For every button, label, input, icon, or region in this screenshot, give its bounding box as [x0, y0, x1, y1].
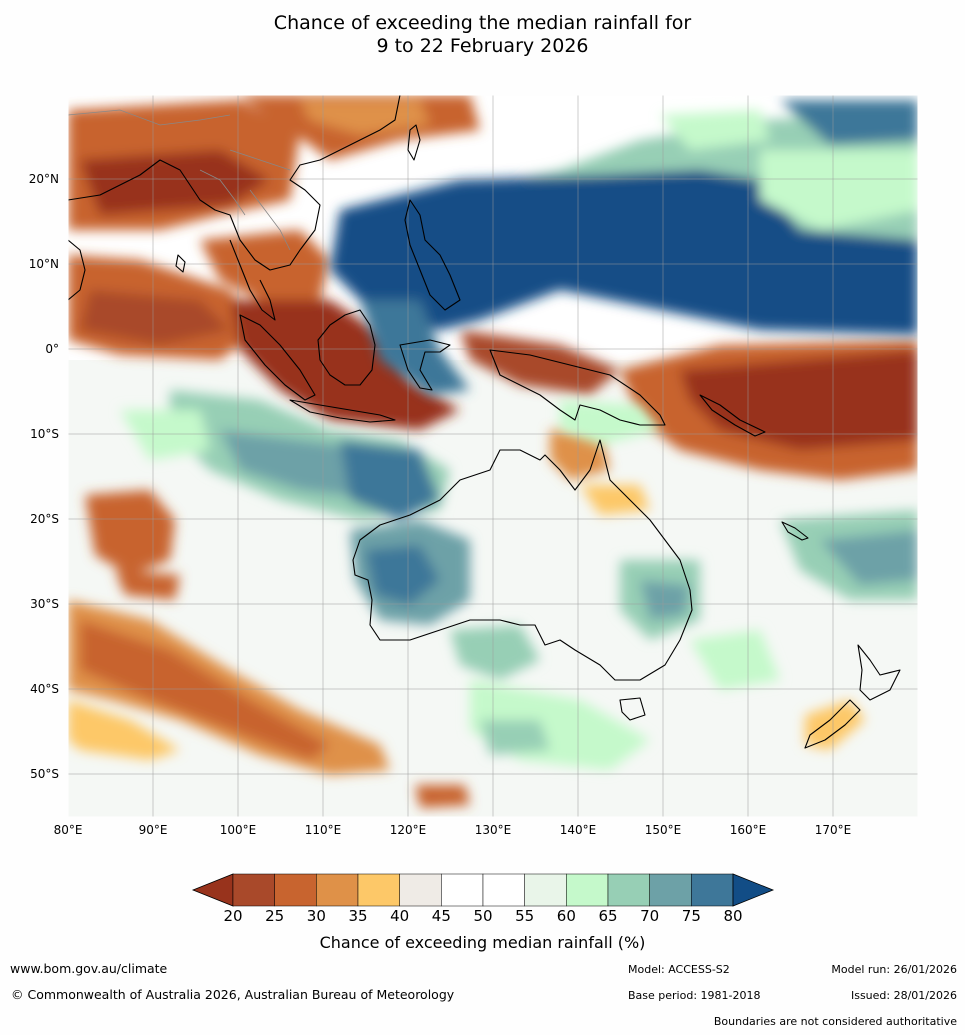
- graticule: [68, 95, 918, 817]
- colorbar-segment: [649, 873, 692, 907]
- longitude-label: 80°E: [53, 823, 83, 837]
- longitude-label: 90°E: [138, 823, 168, 837]
- malay-peninsula-coast: [229, 239, 276, 321]
- colorbar-segment: [566, 873, 609, 907]
- java-coast: [289, 399, 396, 423]
- longitude-label: 120°E: [389, 823, 427, 837]
- sumatra-coast: [239, 314, 316, 401]
- footer-model: Model: ACCESS-S2: [628, 963, 730, 976]
- colorbar-title: Chance of exceeding median rainfall (%): [319, 933, 646, 952]
- colorbar-tick-label: 80: [723, 907, 743, 925]
- footer-disclaimer: Boundaries are not considered authoritat…: [713, 1015, 957, 1028]
- colorbar-segment: [441, 873, 484, 907]
- sri-lanka-coast: [175, 254, 186, 273]
- footer-issued: Issued: 28/01/2026: [850, 989, 957, 1002]
- borneo-coast: [317, 309, 376, 386]
- colorbar-segment: [357, 873, 400, 907]
- colorbar-tick-label: 50: [473, 907, 493, 925]
- longitude-label: 110°E: [304, 823, 342, 837]
- australia-coast: [352, 439, 693, 681]
- latitude-label: 0°: [45, 341, 59, 356]
- longitude-label: 130°E: [474, 823, 512, 837]
- india-coast: [68, 239, 86, 301]
- colorbar-tick-label: 25: [265, 907, 285, 925]
- footer-copyright: © Commonwealth of Australia 2026, Austra…: [11, 987, 455, 1002]
- latitude-label: 10°N: [28, 256, 59, 271]
- longitude-label: 160°E: [729, 823, 767, 837]
- colorbar-segment: [274, 873, 317, 907]
- country-borders: [68, 109, 291, 251]
- latitude-label: 20°S: [30, 511, 59, 526]
- colorbar-tick-label: 45: [431, 907, 451, 925]
- coastlines: [68, 95, 901, 749]
- philippines-coast: [404, 199, 461, 311]
- tasmania-coast: [619, 697, 646, 721]
- longitude-label: 170°E: [814, 823, 852, 837]
- colorbar-high-arrow: [732, 873, 775, 907]
- map-title-line2: 9 to 22 February 2026: [376, 35, 589, 57]
- longitude-label: 140°E: [559, 823, 597, 837]
- latitude-label: 50°S: [30, 766, 59, 781]
- latitude-label: 10°S: [30, 426, 59, 441]
- longitude-label: 150°E: [644, 823, 682, 837]
- colorbar-tick-label: 40: [390, 907, 410, 925]
- footer-model-run: Model run: 26/01/2026: [831, 963, 957, 976]
- map-plot-area: [68, 95, 918, 817]
- colorbar-segment: [607, 873, 650, 907]
- footer-base-period: Base period: 1981-2018: [628, 989, 761, 1002]
- colorbar-tick-label: 75: [681, 907, 701, 925]
- colorbar-tick-label: 30: [306, 907, 326, 925]
- taiwan-coast: [407, 124, 421, 161]
- colorbar-segment: [524, 873, 567, 907]
- new-zealand-south: [804, 699, 861, 749]
- colorbar: [191, 873, 775, 907]
- colorbar-segment: [232, 873, 275, 907]
- map-title-line1: Chance of exceeding the median rainfall …: [273, 12, 692, 34]
- colorbar-tick-label: 60: [556, 907, 576, 925]
- colorbar-segment: [399, 873, 442, 907]
- mainland-asia-coast: [68, 95, 401, 271]
- colorbar-segment: [691, 873, 734, 907]
- longitude-label: 100°E: [219, 823, 257, 837]
- colorbar-low-arrow: [191, 873, 234, 907]
- colorbar-tick-label: 65: [598, 907, 618, 925]
- new-zealand-north: [857, 644, 901, 701]
- colorbar-tick-label: 35: [348, 907, 368, 925]
- colorbar-tick-label: 55: [515, 907, 535, 925]
- colorbar-segment: [482, 873, 525, 907]
- new-guinea-coast: [489, 349, 666, 426]
- new-caledonia-coast: [781, 521, 809, 541]
- colorbar-tick-label: 20: [223, 907, 243, 925]
- latitude-label: 30°S: [30, 596, 59, 611]
- dry-anomaly-regions: [68, 95, 918, 808]
- sulawesi-coast: [399, 339, 451, 391]
- colorbar-segment: [316, 873, 359, 907]
- latitude-label: 40°S: [30, 681, 59, 696]
- colorbar-tick-label: 70: [640, 907, 660, 925]
- footer-url[interactable]: www.bom.gov.au/climate: [10, 961, 168, 976]
- solomon-islands-coast: [699, 394, 766, 437]
- latitude-label: 20°N: [28, 171, 59, 186]
